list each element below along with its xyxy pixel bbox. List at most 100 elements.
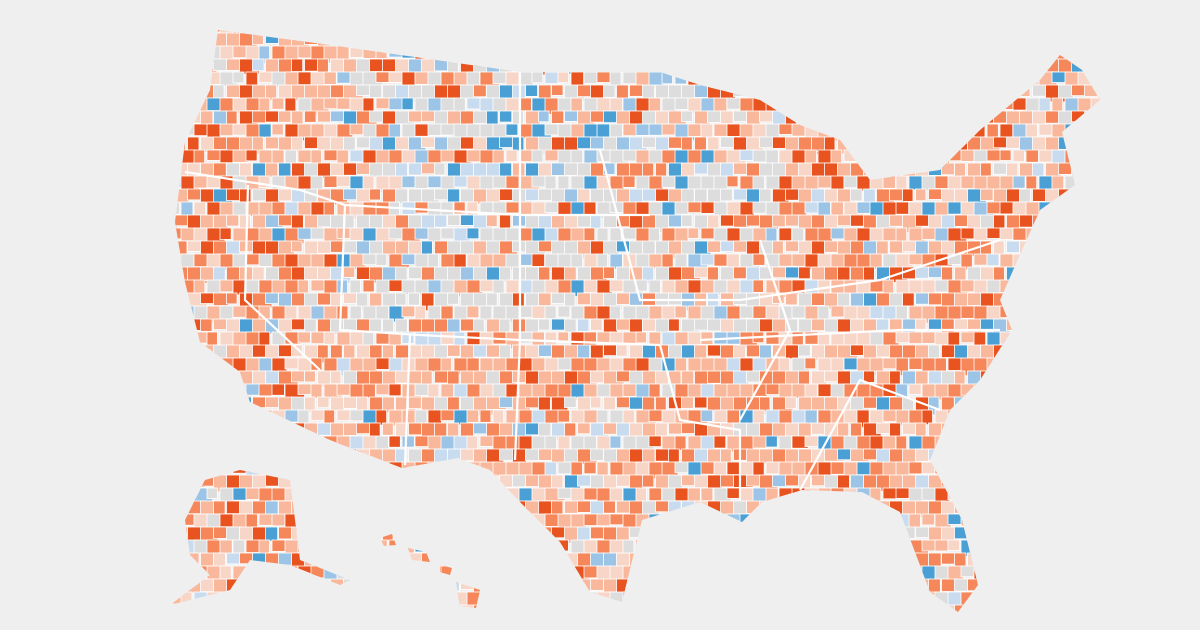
county (967, 474, 980, 494)
county (1117, 566, 1135, 584)
county (220, 618, 231, 630)
county (505, 487, 521, 502)
county (1064, 123, 1082, 139)
county (258, 331, 271, 347)
county (1084, 422, 1100, 436)
county (421, 526, 440, 544)
county (564, 396, 577, 408)
county (1064, 565, 1077, 581)
county (882, 149, 895, 168)
county (961, 618, 978, 630)
county (1097, 266, 1100, 281)
county (674, 513, 687, 527)
county (187, 396, 209, 413)
county (1111, 397, 1128, 414)
county (999, 30, 1021, 35)
county (759, 604, 771, 612)
county (375, 565, 389, 580)
county (934, 435, 948, 452)
county (986, 383, 1003, 403)
county (1097, 500, 1100, 520)
county (648, 513, 671, 529)
county (1045, 318, 1058, 337)
county (1111, 449, 1124, 460)
county (1025, 539, 1044, 554)
county (700, 539, 716, 554)
county (999, 487, 1020, 502)
county (1077, 175, 1096, 195)
county (213, 32, 229, 48)
county (655, 188, 671, 202)
county (674, 591, 690, 603)
county (993, 240, 1005, 256)
county (1097, 136, 1100, 152)
county (947, 123, 962, 143)
county (1012, 71, 1032, 88)
county (291, 578, 307, 595)
county (414, 539, 433, 553)
county (170, 435, 189, 453)
county (395, 500, 410, 514)
county (622, 591, 643, 610)
county (915, 370, 929, 386)
county (213, 422, 233, 442)
county (170, 58, 181, 78)
county (1117, 488, 1133, 505)
county (1084, 344, 1098, 361)
county (200, 214, 214, 230)
county (785, 526, 797, 545)
county (219, 227, 232, 240)
county (811, 552, 830, 565)
county (343, 552, 355, 570)
county (1117, 540, 1131, 556)
county (1071, 110, 1087, 123)
county (909, 618, 926, 630)
county (830, 45, 843, 62)
county (668, 58, 690, 75)
county (408, 32, 423, 45)
county (798, 578, 810, 596)
county (759, 58, 771, 77)
county (1071, 240, 1092, 254)
county (239, 448, 260, 463)
county (239, 422, 255, 436)
county (804, 45, 822, 63)
county (733, 500, 748, 517)
county (440, 45, 456, 60)
county (1117, 150, 1128, 163)
county (265, 136, 281, 150)
county (1071, 422, 1088, 437)
county (557, 409, 570, 423)
county (492, 539, 507, 557)
county (863, 32, 875, 47)
county (908, 591, 926, 611)
county (830, 591, 852, 610)
county (662, 618, 681, 630)
county (414, 565, 433, 579)
county (960, 97, 977, 114)
county (967, 370, 983, 385)
county (1117, 98, 1134, 115)
county (170, 370, 175, 388)
county (375, 97, 391, 110)
county (460, 604, 475, 612)
county (460, 214, 475, 226)
county (973, 435, 987, 449)
county (1111, 553, 1128, 569)
county (980, 188, 994, 201)
county (1038, 279, 1054, 293)
county (883, 618, 899, 629)
county (434, 604, 446, 612)
county (245, 513, 258, 528)
county (174, 110, 194, 125)
county (1077, 305, 1093, 323)
county (1111, 345, 1131, 357)
county (876, 526, 888, 543)
county (291, 136, 304, 154)
county (480, 618, 491, 630)
county (772, 32, 786, 48)
county (447, 370, 460, 385)
county (1045, 292, 1057, 308)
county (661, 565, 683, 578)
